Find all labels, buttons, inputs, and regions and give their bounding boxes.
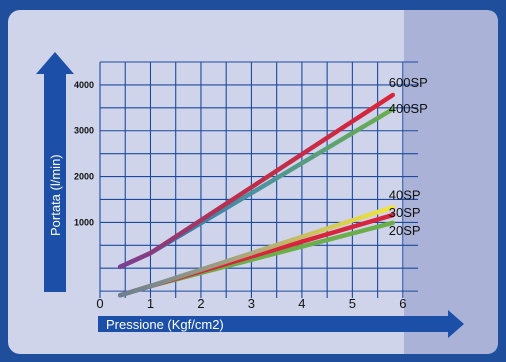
y-axis-title: Portata (l/min) — [48, 154, 63, 236]
chart-grid — [99, 61, 418, 298]
x-tick-labels: 0 1 2 3 4 5 6 — [96, 296, 406, 311]
series-line-40sp — [117, 205, 396, 298]
y-tick-label: 3000 — [74, 126, 94, 136]
x-tick-label: 2 — [197, 296, 204, 311]
curve-labels: 600SP 400SP 40SP 30SP 20SP — [389, 75, 428, 238]
series-layer — [117, 92, 396, 298]
curve-label-40sp: 40SP — [389, 187, 421, 202]
x-tick-label: 3 — [248, 296, 255, 311]
y-tick-label: 2000 — [74, 172, 94, 182]
x-tick-label: 1 — [147, 296, 154, 311]
x-tick-label: 4 — [298, 296, 305, 311]
y-tick-label: 1000 — [74, 217, 94, 227]
curve-label-20sp: 20SP — [389, 223, 421, 238]
x-axis-title: Pressione (Kgf/cm2) — [106, 317, 224, 332]
x-axis-arrow — [98, 310, 464, 338]
x-tick-label: 0 — [96, 296, 103, 311]
y-tick-label: 4000 — [74, 80, 94, 90]
series-line-600sp — [117, 92, 396, 270]
curve-label-600sp: 600SP — [389, 75, 428, 90]
curve-label-30sp: 30SP — [389, 205, 421, 220]
chart-panel-right-shade — [404, 10, 498, 354]
x-tick-label: 5 — [349, 296, 356, 311]
y-axis-arrow — [36, 52, 74, 292]
y-tick-labels: 1000 2000 3000 4000 — [74, 80, 94, 227]
curve-label-400sp: 400SP — [389, 101, 428, 116]
x-tick-label: 6 — [399, 296, 406, 311]
